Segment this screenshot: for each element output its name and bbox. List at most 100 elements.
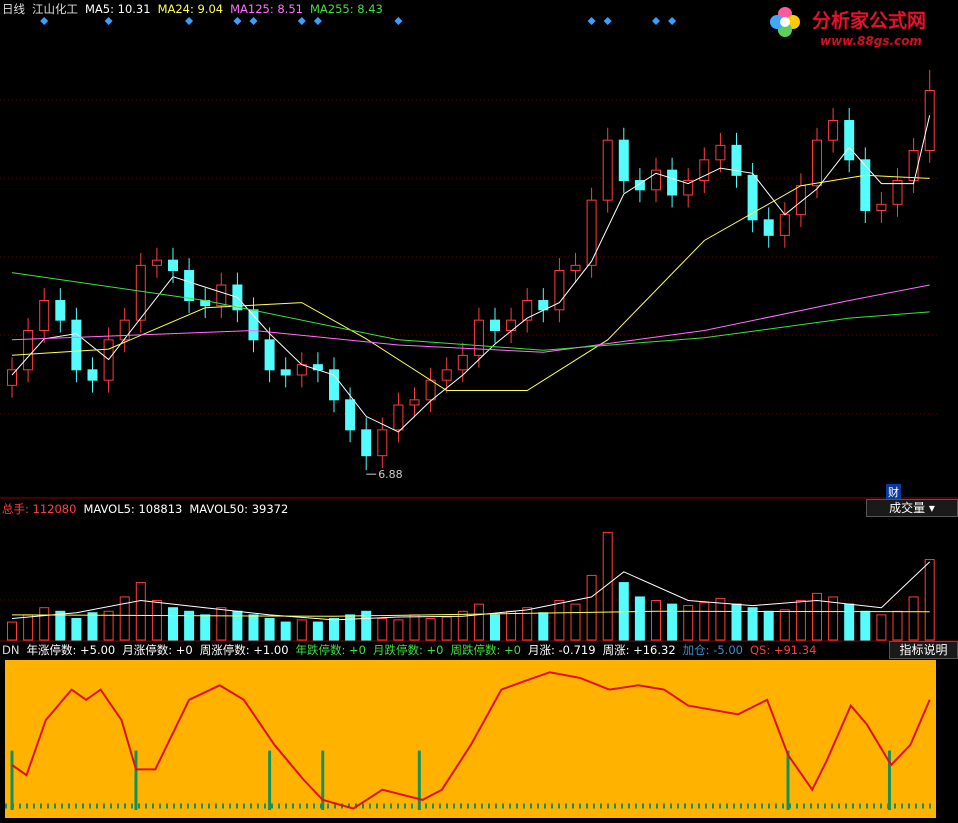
volume-bar: [184, 610, 195, 641]
volume-bar: [55, 610, 66, 641]
volume-bar: [200, 614, 211, 641]
legend-item: MA24: 9.04: [157, 2, 224, 16]
line: [11, 174, 930, 391]
candle-body: [23, 330, 34, 371]
candle-body: [570, 264, 581, 272]
candle-body: [795, 185, 806, 216]
volume-bar: [296, 619, 307, 641]
legend-item: 周涨停数: +1.00: [199, 643, 289, 657]
logo-url: www.88gs.com: [820, 34, 922, 48]
signal: [40, 17, 49, 25]
legend-item: 周涨: +16.32: [602, 643, 676, 657]
volume-bar: [715, 597, 726, 641]
candle-body: [747, 174, 758, 221]
volume-bar: [683, 605, 694, 641]
candle-body: [87, 369, 98, 381]
line: [11, 561, 931, 621]
signal: [233, 17, 242, 25]
volume-bar: [216, 607, 227, 641]
legend-item: 总手: 112080: [2, 502, 77, 516]
candle-body: [715, 144, 726, 161]
signal: [104, 17, 113, 25]
candle-body: [860, 159, 871, 212]
candle-body: [892, 180, 903, 205]
volume-bar: [168, 607, 178, 641]
low-label: 6.88: [378, 468, 403, 481]
legend-item: MA255: 8.43: [310, 2, 383, 16]
candle-body: [651, 169, 661, 191]
volume-bar: [779, 609, 790, 641]
indicator-help[interactable]: 指标说明: [889, 641, 958, 659]
signal: [185, 17, 194, 25]
volume-bar: [103, 610, 114, 641]
volume-menu[interactable]: 成交量 ▾: [866, 499, 958, 517]
volume-bar: [457, 610, 468, 641]
volume-bar: [441, 616, 452, 641]
volume-bar: [151, 600, 162, 641]
volume-bar: [39, 607, 50, 641]
indicator-name: DN: [2, 643, 20, 657]
candle-body: [119, 319, 130, 341]
legend-item: 月涨停数: +0: [122, 643, 193, 657]
legend-item: QS: +91.34: [749, 643, 817, 657]
stock-name: 江山化工: [32, 2, 78, 16]
volume-bar: [844, 603, 855, 641]
volume-bar: [828, 596, 839, 641]
signal: [668, 17, 677, 25]
candle-body: [812, 139, 822, 187]
volume-bar: [522, 607, 533, 641]
signal: [587, 17, 596, 25]
legend-item: 月涨: -0.719: [527, 643, 596, 657]
volume-bar: [23, 614, 34, 641]
volume-header: 总手: 112080 MAVOL5: 108813 MAVOL50: 39372: [2, 502, 288, 516]
candle-body: [908, 150, 919, 182]
candle-body: [522, 300, 533, 321]
legend-item: 年跌停数: +0: [295, 643, 366, 657]
volume-bar: [377, 617, 388, 641]
legend-item: 周跌停数: +0: [450, 643, 521, 657]
volume-bar: [490, 614, 500, 641]
badge: 财: [886, 484, 901, 500]
volume-bar: [795, 600, 806, 641]
signal: [249, 17, 258, 25]
volume-bar: [699, 602, 710, 641]
legend-item: 月跌停数: +0: [373, 643, 444, 657]
legend-item: 年涨停数: +5.00: [26, 643, 116, 657]
signal: [603, 17, 612, 25]
candle-body: [377, 429, 388, 457]
candle-body: [168, 259, 178, 272]
candle-body: [409, 399, 420, 406]
volume-bar: [812, 592, 822, 641]
candle-body: [844, 120, 855, 161]
volume-bar: [312, 621, 323, 641]
volume-bar: [586, 574, 597, 641]
signal: [394, 17, 403, 25]
candle-body: [586, 199, 597, 266]
volume-bar: [924, 559, 935, 641]
candle-body: [473, 319, 484, 356]
candle-body: [763, 219, 774, 236]
period: 日线: [2, 2, 25, 16]
candle-body: [361, 429, 372, 457]
candle-body: [71, 319, 82, 371]
volume-bar: [280, 621, 291, 641]
logo-icon: [770, 7, 800, 37]
volume-bar: [87, 612, 98, 641]
signal: [297, 17, 306, 25]
indicator-background: [5, 660, 936, 818]
volume-bar: [506, 610, 517, 641]
candle-body: [393, 404, 404, 431]
candle-body: [490, 319, 500, 332]
legend-item: MAVOL50: 39372: [189, 502, 289, 516]
volume-bar: [763, 610, 774, 641]
volume-bar: [119, 596, 130, 641]
candle-body: [618, 139, 629, 182]
logo-title: 分析家公式网: [812, 10, 927, 32]
line: [11, 115, 931, 433]
volume-bar: [634, 596, 645, 641]
legend-item: MA125: 8.51: [230, 2, 303, 16]
volume-bar: [908, 596, 919, 641]
line: [11, 284, 930, 353]
volume-bar: [71, 617, 82, 641]
